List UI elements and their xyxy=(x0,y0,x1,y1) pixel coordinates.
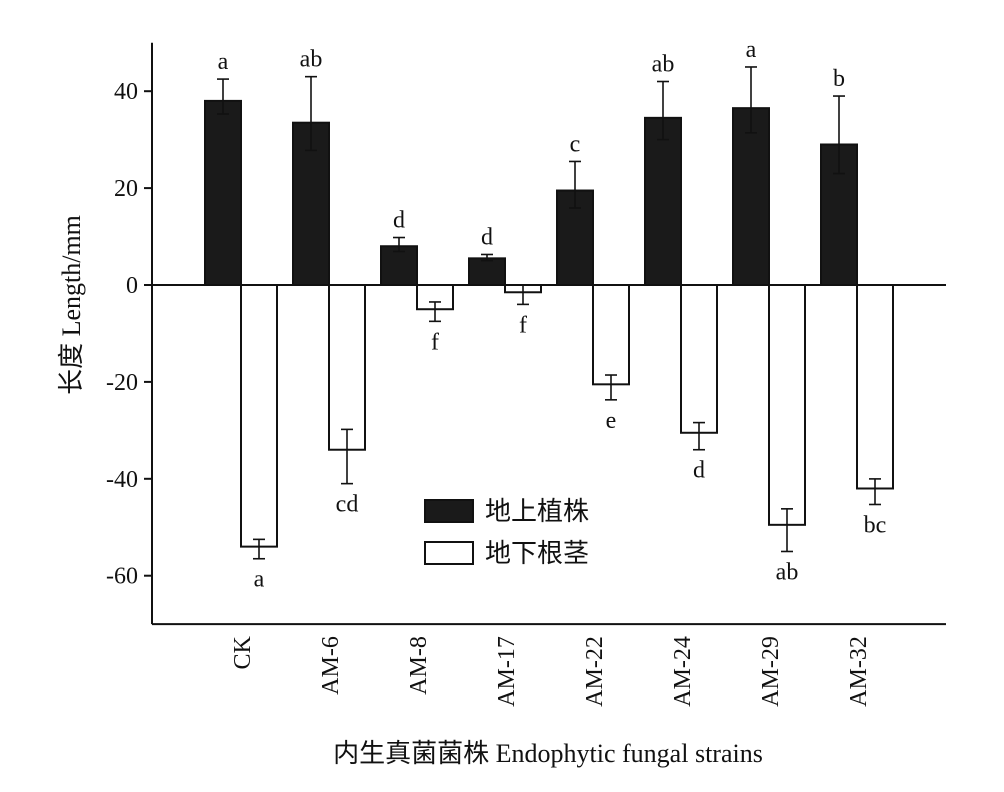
bar-above-ground xyxy=(732,107,770,286)
y-tick-label: 40 xyxy=(114,79,138,105)
significance-label: ab xyxy=(776,559,799,585)
x-axis-title: 内生真菌菌株 Endophytic fungal strains xyxy=(333,739,763,768)
bar-above-ground xyxy=(380,245,418,287)
y-tick-label: -60 xyxy=(106,564,138,590)
x-tick-label: CK xyxy=(230,635,256,669)
y-tick-label: -40 xyxy=(106,467,138,493)
x-tick-label: AM-17 xyxy=(494,636,520,707)
significance-label: d xyxy=(481,224,493,250)
y-axis-title: 长度 Length/mm xyxy=(57,215,86,395)
x-tick-label: AM-8 xyxy=(406,636,432,695)
y-tick-label: 20 xyxy=(114,176,138,202)
significance-label: a xyxy=(254,567,265,593)
axes: 40 20 0 -20 -40 -60 xyxy=(106,42,946,626)
significance-label: e xyxy=(606,408,617,434)
bar-above-ground xyxy=(644,116,682,286)
x-tick-label: AM-6 xyxy=(318,636,344,695)
significance-label: ab xyxy=(652,52,675,78)
bar-above-ground xyxy=(468,257,506,287)
bar-below-ground xyxy=(240,284,278,548)
x-tick-label: AM-32 xyxy=(846,636,872,707)
bar-below-ground xyxy=(768,284,806,526)
significance-label: d xyxy=(393,208,405,234)
legend-swatch xyxy=(424,541,474,565)
y-tick-label: -20 xyxy=(106,370,138,396)
legend-label: 地上植株 xyxy=(485,497,589,526)
error-bars xyxy=(217,66,881,560)
significance-label: c xyxy=(570,131,581,157)
significance-label: a xyxy=(218,49,229,75)
bar-below-ground xyxy=(680,284,718,434)
bar-above-ground xyxy=(556,189,594,287)
x-tick-label: AM-24 xyxy=(670,636,696,707)
bar-below-ground xyxy=(328,284,366,451)
significance-label: d xyxy=(693,458,705,484)
y-tick-label: 0 xyxy=(126,273,138,299)
significance-labels: a a ab cd d f d f c e ab d a ab b bc xyxy=(218,37,887,593)
x-tick-labels: CK AM-6 AM-8 AM-17 AM-22 AM-24 AM-29 AM-32 xyxy=(230,635,872,706)
significance-label: f xyxy=(519,312,527,338)
significance-label: a xyxy=(746,37,757,63)
x-tick-label: AM-22 xyxy=(582,636,608,707)
bar-below-ground xyxy=(592,284,630,386)
significance-label: b xyxy=(833,66,845,92)
bars xyxy=(204,99,894,548)
bar-below-ground xyxy=(856,284,894,490)
legend-swatch xyxy=(424,499,474,523)
x-tick-label: AM-29 xyxy=(758,636,784,707)
significance-label: bc xyxy=(864,512,887,538)
significance-label: cd xyxy=(336,492,359,518)
significance-label: ab xyxy=(300,47,323,73)
bar-above-ground xyxy=(204,99,242,286)
legend-label: 地下根茎 xyxy=(485,539,589,568)
significance-label: f xyxy=(431,329,439,355)
